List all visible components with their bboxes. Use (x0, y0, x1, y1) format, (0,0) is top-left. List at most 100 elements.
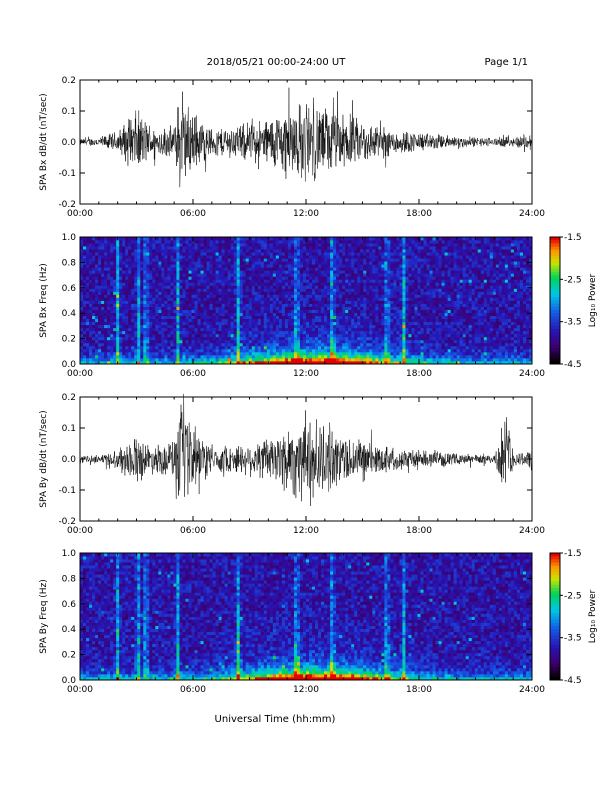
spectrogram-cell (321, 261, 325, 265)
spectrogram-cell (95, 285, 99, 289)
spectrogram-cell (420, 240, 424, 244)
spectrogram-cell (423, 348, 427, 353)
spectrogram-cell (101, 279, 105, 283)
spectrogram-cell (318, 288, 322, 292)
spectrogram-cell (284, 342, 289, 347)
spectrogram-cell (408, 261, 412, 265)
spectrogram-cell (342, 255, 346, 259)
spectrogram-cell (200, 261, 204, 265)
spectrogram-cell (263, 255, 268, 259)
spectrogram-cell (104, 246, 108, 250)
spectrogram-cell (417, 294, 421, 298)
spectrogram-cell (411, 291, 415, 295)
spectrogram-cell (375, 303, 379, 307)
spectrogram-cell (263, 264, 268, 268)
spectrogram-cell (176, 348, 180, 353)
spectrogram-cell (122, 342, 126, 347)
spectrogram-cell (393, 303, 397, 307)
spectrogram-cell (330, 297, 334, 301)
spectrogram-cell (405, 360, 409, 365)
spectrogram-cell (233, 303, 238, 307)
spectrogram-cell (86, 282, 90, 286)
spectrogram-cell (296, 345, 301, 350)
spectrogram-cell (393, 282, 397, 286)
spectrogram-cell (378, 252, 382, 256)
spectrogram-cell (393, 264, 397, 268)
spectrogram-cell (92, 300, 96, 304)
spectrogram-cell (390, 243, 394, 247)
spectrogram-cell (269, 336, 274, 341)
spectrogram-cell (242, 237, 247, 241)
spectrogram-cell (432, 345, 436, 350)
spectrogram-cell (393, 342, 397, 347)
spectrogram-cell (257, 243, 262, 247)
spectrogram-cell (315, 276, 319, 280)
spectrogram-cell (257, 339, 262, 344)
spectrogram-cell (92, 252, 96, 256)
panel-1-axes: 00:00 06:00 12:00 18:00 24:000.20.10.0-0.1-0… (39, 76, 545, 219)
spectrogram-cell (312, 303, 316, 307)
spectrogram-cell (224, 264, 229, 268)
spectrogram-cell (206, 291, 210, 295)
spectrogram-cell (420, 261, 424, 265)
spectrogram-cell (224, 282, 229, 286)
spectrogram-cell (182, 291, 186, 295)
spectrogram-cell (119, 258, 123, 262)
spectrogram-cell (393, 261, 397, 265)
spectrogram-cell (164, 360, 168, 365)
spectrogram-cell (164, 339, 168, 344)
spectrogram-cell (164, 270, 168, 274)
spectrogram-cell (194, 261, 198, 265)
spectrogram-cell (272, 315, 277, 320)
spectrogram-cell (197, 294, 201, 298)
spectrogram-cell (372, 255, 376, 259)
spectrogram-cell (306, 336, 310, 341)
spectrogram-cell (396, 357, 400, 362)
spectrogram-cell (116, 282, 120, 286)
spectrogram-cell (209, 273, 213, 277)
spectrogram-cell (357, 282, 361, 286)
spectrogram-cell (381, 360, 385, 365)
spectrogram-cell (218, 240, 223, 244)
spectrogram-cell (128, 285, 132, 289)
spectrogram-cell (149, 249, 153, 253)
spectrogram-cell (197, 306, 201, 310)
spectrogram-cell (128, 237, 132, 241)
spectrogram-cell (128, 354, 132, 359)
spectrogram-cell (357, 339, 361, 344)
spectrogram-cell (191, 297, 195, 301)
spectrogram-cell (236, 261, 241, 265)
spectrogram-cell (296, 243, 301, 247)
spectrogram-cell (143, 276, 147, 280)
spectrogram-cell (354, 261, 358, 265)
spectrogram-cell (336, 333, 340, 338)
spectrogram-cell (381, 267, 385, 271)
spectrogram-cell (146, 264, 150, 268)
spectrogram-cell (164, 240, 168, 244)
spectrogram-cell (140, 360, 144, 365)
spectrogram-cell (107, 351, 111, 356)
spectrogram-cell (272, 312, 277, 317)
spectrogram-cell (203, 297, 207, 301)
spectrogram-cell (236, 300, 241, 304)
spectrogram-cell (327, 297, 331, 301)
spectrogram-cell (98, 264, 102, 268)
spectrogram-cell (113, 267, 117, 271)
spectrogram-cell (405, 282, 409, 286)
spectrogram-cell (131, 261, 135, 265)
spectrogram-cell (254, 270, 259, 274)
spectrogram-cell (390, 300, 394, 304)
spectrogram-cell (113, 279, 117, 283)
spectrogram-cell (170, 291, 174, 295)
spectrogram-cell (122, 324, 126, 329)
spectrogram-cell (167, 306, 171, 310)
spectrogram-cell (254, 243, 259, 247)
spectrogram-cell (155, 309, 159, 313)
spectrogram-cell (266, 273, 271, 277)
spectrogram-cell (200, 303, 204, 307)
spectrogram-cell (212, 324, 216, 329)
spectrogram-cell (251, 288, 256, 292)
spectrogram-cell (369, 273, 373, 277)
spectrogram-cell (384, 258, 388, 262)
spectrogram-cell (384, 342, 388, 347)
